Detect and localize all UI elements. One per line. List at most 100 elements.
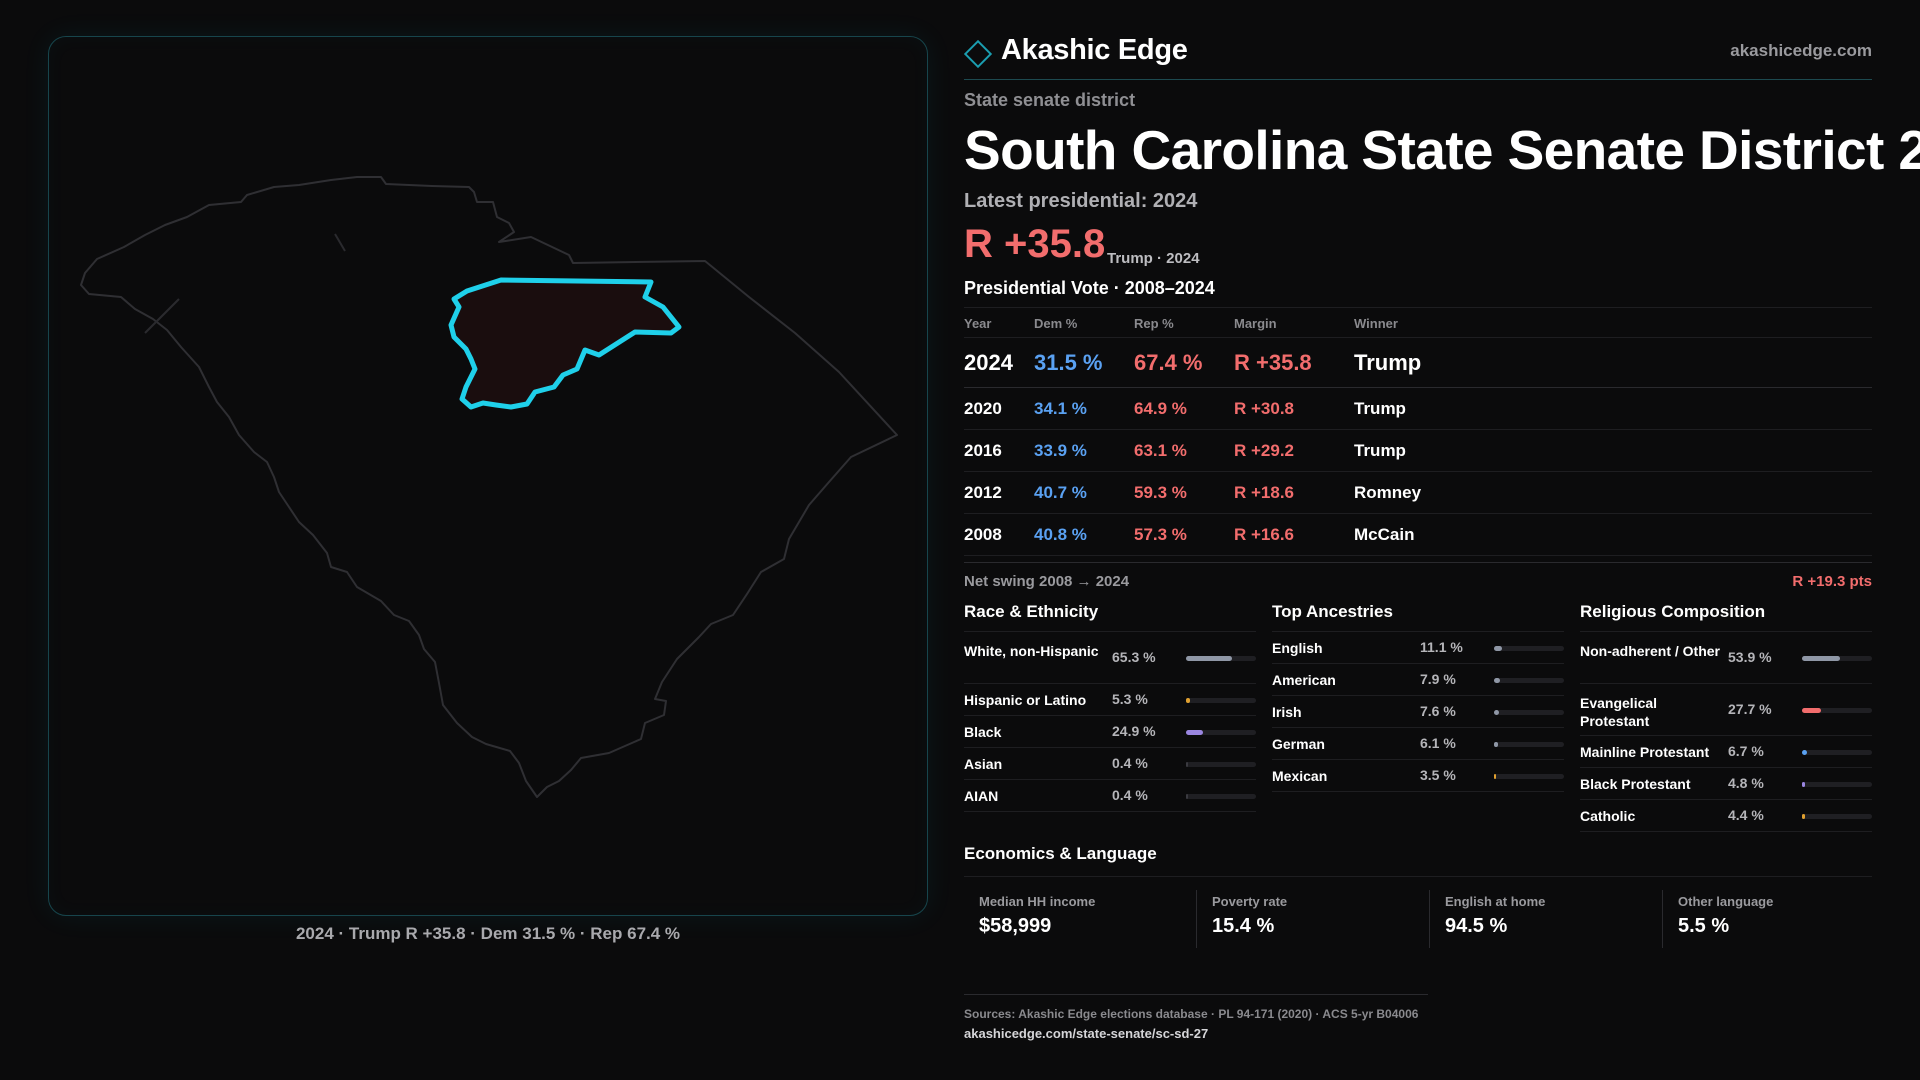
share-bar	[1802, 782, 1872, 787]
item-label: Non-adherent / Other	[1580, 643, 1721, 659]
rep-cell: 64.9 %	[1134, 399, 1187, 418]
religion-title: Religious Composition	[1580, 600, 1872, 632]
list-item: White, non-Hispanic 65.3 %	[964, 632, 1256, 684]
margin-cell: R +30.8	[1234, 399, 1295, 418]
share-bar-fill	[1802, 656, 1840, 661]
site-header: Akashic Edge akashicedge.com	[964, 32, 1872, 80]
share-bar	[1494, 646, 1564, 651]
list-item: American 7.9 %	[1272, 664, 1564, 696]
item-label: Mainline Protestant	[1580, 744, 1710, 760]
year-cell: 2024	[964, 350, 1013, 375]
share-bar	[1802, 656, 1872, 661]
share-bar	[1494, 678, 1564, 683]
latest-presidential-label: Latest presidential: 2024	[964, 190, 1198, 212]
item-label: AIAN	[964, 788, 999, 804]
year-cell: 2020	[964, 399, 1002, 418]
table-row[interactable]: 2020 34.1 % 64.9 % R +30.8 Trump	[964, 388, 1872, 430]
share-bar	[1494, 710, 1564, 715]
share-bar	[1802, 708, 1872, 713]
item-label: German	[1272, 736, 1325, 752]
item-value: 7.6 %	[1420, 703, 1456, 719]
item-label: Asian	[964, 756, 1003, 772]
map-caption: 2024 · Trump R +35.8 · Dem 31.5 % · Rep …	[295, 924, 681, 943]
map-panel[interactable]	[48, 36, 928, 916]
year-cell: 2012	[964, 483, 1002, 502]
county-line-north	[334, 233, 346, 252]
stat-label: Other language	[1678, 894, 1774, 909]
list-item: Irish 7.6 %	[1272, 696, 1564, 728]
item-label: American	[1272, 672, 1336, 688]
stat-label: Poverty rate	[1212, 894, 1288, 909]
item-value: 11.1 %	[1420, 639, 1463, 655]
presidential-vote-table: Year Dem % Rep % Margin Winner 2024 31.5…	[964, 307, 1872, 556]
share-bar	[1186, 730, 1256, 735]
share-bar	[1494, 774, 1564, 779]
district-27-highlight[interactable]	[448, 277, 682, 410]
share-bar-fill	[1802, 782, 1806, 787]
dem-cell: 31.5 %	[1034, 350, 1103, 375]
item-value: 4.8 %	[1728, 775, 1764, 791]
headline-margin-note: Trump · 2024	[1107, 250, 1200, 267]
table-row[interactable]: 2016 33.9 % 63.1 % R +29.2 Trump	[964, 430, 1872, 472]
margin-cell: R +18.6	[1234, 483, 1295, 502]
share-bar-fill	[1186, 794, 1188, 799]
share-bar	[1494, 742, 1564, 747]
item-value: 53.9 %	[1728, 649, 1772, 665]
share-bar-fill	[1494, 742, 1499, 747]
list-item: Mexican 3.5 %	[1272, 760, 1564, 792]
table-row[interactable]: 2012 40.7 % 59.3 % R +18.6 Romney	[964, 472, 1872, 514]
item-value: 3.5 %	[1420, 767, 1456, 783]
page-url-link[interactable]: akashicedge.com/state-senate/sc-sd-27	[964, 1026, 1209, 1041]
economics-title: Economics & Language	[964, 844, 1872, 877]
stat-english-at-home: English at home 94.5 %	[1429, 890, 1647, 948]
rep-cell: 67.4 %	[1134, 350, 1203, 375]
headline-margin: R +35.8	[964, 222, 1106, 266]
share-bar	[1802, 750, 1872, 755]
stat-label: English at home	[1445, 894, 1546, 909]
item-label: Catholic	[1580, 808, 1636, 824]
stat-value: 94.5 %	[1445, 915, 1508, 937]
item-value: 0.4 %	[1112, 787, 1148, 803]
winner-cell: McCain	[1354, 525, 1415, 544]
share-bar-fill	[1802, 814, 1806, 819]
list-item: Hispanic or Latino 5.3 %	[964, 684, 1256, 716]
list-item: AIAN 0.4 %	[964, 780, 1256, 812]
item-value: 4.4 %	[1728, 807, 1764, 823]
race-ethnicity-title: Race & Ethnicity	[964, 600, 1256, 632]
year-cell: 2016	[964, 441, 1002, 460]
list-item: Black Protestant 4.8 %	[1580, 768, 1872, 800]
dem-cell: 40.7 %	[1034, 483, 1087, 502]
column-header-year: Year	[964, 316, 992, 331]
share-bar-fill	[1494, 646, 1502, 651]
site-link[interactable]: akashicedge.com	[1730, 41, 1872, 60]
net-swing-label: Net swing 2008 → 2024	[964, 573, 1130, 590]
brand-name[interactable]: Akashic Edge	[1001, 34, 1188, 66]
net-swing: Net swing 2008 → 2024 R +19.3 pts	[964, 562, 1872, 592]
share-bar-fill	[1802, 750, 1807, 755]
economics-stats: Median HH income $58,999 Poverty rate 15…	[964, 890, 1872, 948]
item-value: 6.1 %	[1420, 735, 1456, 751]
rep-cell: 59.3 %	[1134, 483, 1187, 502]
page-title: South Carolina State Senate District 27	[964, 119, 1920, 181]
district-kind: State senate district	[964, 90, 1136, 110]
list-item: Non-adherent / Other 53.9 %	[1580, 632, 1872, 684]
item-value: 0.4 %	[1112, 755, 1148, 771]
item-label: Black	[964, 724, 1002, 740]
share-bar-fill	[1186, 698, 1190, 703]
state-map	[80, 176, 898, 798]
list-item: Evangelical Protestant 27.7 %	[1580, 684, 1872, 736]
list-item: Mainline Protestant 6.7 %	[1580, 736, 1872, 768]
column-header-margin: Margin	[1234, 316, 1277, 331]
table-row[interactable]: 2024 31.5 % 67.4 % R +35.8 Trump	[964, 338, 1872, 388]
table-row[interactable]: 2008 40.8 % 57.3 % R +16.6 McCain	[964, 514, 1872, 556]
list-item: German 6.1 %	[1272, 728, 1564, 760]
footer: Sources: Akashic Edge elections database…	[964, 994, 1428, 1041]
dem-cell: 40.8 %	[1034, 525, 1087, 544]
county-line-west	[144, 298, 180, 334]
race-ethnicity-section: Race & Ethnicity White, non-Hispanic 65.…	[964, 600, 1256, 812]
item-label: Black Protestant	[1580, 776, 1691, 792]
item-label: Mexican	[1272, 768, 1328, 784]
table-header-row: Year Dem % Rep % Margin Winner	[964, 307, 1872, 338]
item-value: 5.3 %	[1112, 691, 1148, 707]
stat-value: 5.5 %	[1678, 915, 1730, 937]
